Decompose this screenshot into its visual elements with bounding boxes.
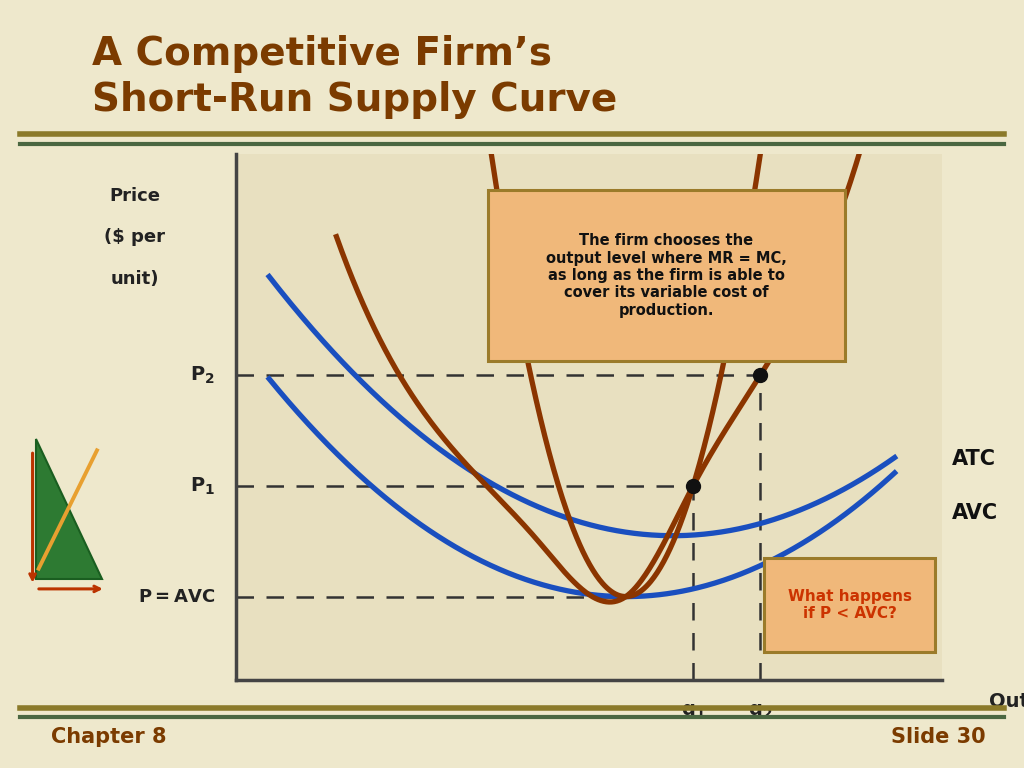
Text: ($ per: ($ per [104, 228, 165, 247]
Text: A Competitive Firm’s: A Competitive Firm’s [92, 35, 552, 72]
Text: Price: Price [110, 187, 160, 205]
Text: $\mathbf{q_1}$: $\mathbf{q_1}$ [681, 702, 706, 721]
Text: unit): unit) [111, 270, 159, 288]
Polygon shape [36, 439, 102, 579]
Text: Slide 30: Slide 30 [891, 727, 985, 747]
Text: $\mathbf{P_1}$: $\mathbf{P_1}$ [190, 475, 215, 496]
Text: $\mathbf{q_2}$: $\mathbf{q_2}$ [749, 702, 773, 721]
Text: Chapter 8: Chapter 8 [51, 727, 167, 747]
Text: What happens
if P < AVC?: What happens if P < AVC? [787, 589, 911, 621]
Text: AVC: AVC [952, 503, 998, 523]
Text: ATC: ATC [952, 449, 996, 468]
FancyBboxPatch shape [764, 558, 935, 652]
Text: MC: MC [750, 287, 785, 307]
Text: $\mathbf{P_2}$: $\mathbf{P_2}$ [190, 365, 215, 386]
FancyBboxPatch shape [487, 190, 845, 361]
Text: Short-Run Supply Curve: Short-Run Supply Curve [92, 81, 617, 118]
Text: $\mathbf{P = AVC}$: $\mathbf{P = AVC}$ [138, 588, 215, 606]
Text: Output: Output [989, 692, 1024, 711]
Text: The firm chooses the
output level where MR = MC,
as long as the firm is able to
: The firm chooses the output level where … [546, 233, 786, 318]
